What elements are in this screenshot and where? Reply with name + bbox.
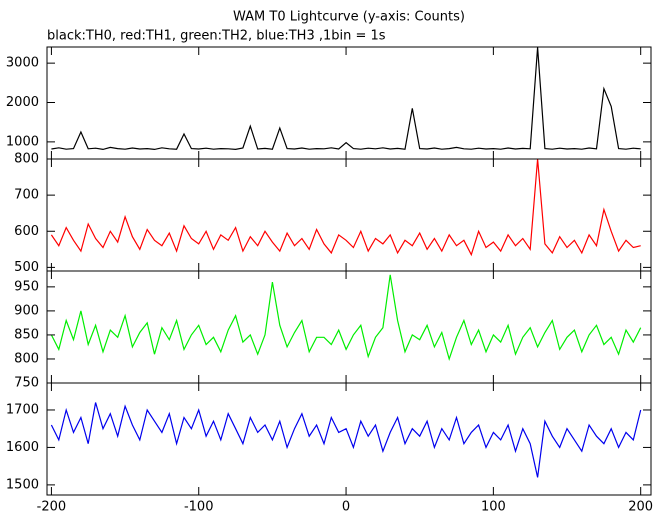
y-tick-label: 600 [14,224,39,239]
y-tick-label: 1500 [6,477,39,492]
light-curve [51,47,641,151]
y-tick-label: 850 [14,327,39,342]
x-tick-label: -100 [184,500,214,515]
y-tick-label: 750 [14,376,39,391]
y-tick-label: 500 [14,260,39,275]
y-tick-label: 800 [14,351,39,366]
light-curve [50,159,641,257]
chart-title: WAM T0 Lightcurve (y-axis: Counts) [233,10,465,25]
y-tick-label: 1600 [6,440,39,455]
y-tick-label: 3000 [6,56,39,71]
y-tick-label: 1700 [6,402,39,417]
y-tick-label: 950 [14,279,39,294]
chart-subtitle: black:TH0, red:TH1, green:TH2, blue:TH3 … [47,29,386,44]
panel-frame [46,382,652,496]
y-tick-label: 800 [14,152,39,167]
y-tick-label: 900 [14,303,39,318]
y-tick-label: 700 [14,188,39,203]
x-tick-label: 200 [628,500,653,515]
panel-frame [46,46,652,160]
x-tick-label: 0 [342,500,350,515]
panel-frame [46,270,652,384]
light-curve [50,402,642,478]
x-tick-label: -200 [37,500,67,515]
light-curve [50,274,642,362]
y-tick-label: 1000 [6,134,39,149]
y-tick-label: 2000 [6,95,39,110]
panel-frame [46,158,652,272]
x-tick-label: 100 [481,500,506,515]
